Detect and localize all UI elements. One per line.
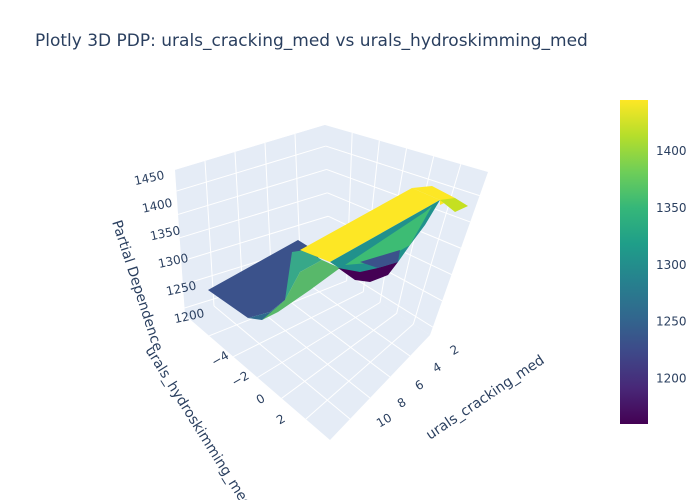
- axis-tick-label: −2: [229, 368, 251, 389]
- colorbar-tick-label: 1400: [656, 144, 687, 158]
- grid-line: [176, 145, 326, 192]
- grid-line: [305, 323, 414, 420]
- colorbar-tick-label: 1350: [656, 201, 687, 215]
- axis-tick-label: 6: [412, 377, 426, 393]
- surface-dip-rim: [360, 250, 400, 268]
- grid-line: [179, 192, 328, 239]
- grid-line: [177, 168, 327, 215]
- axis-tick-label: 1450: [133, 168, 166, 188]
- axis-tick-label: 1200: [173, 306, 206, 326]
- surface-low-plateau-shade: [248, 290, 300, 320]
- axis-tick-label: 1350: [149, 223, 182, 243]
- axis-tick-label: 4: [430, 360, 444, 376]
- colorbar-gradient: [620, 100, 648, 424]
- colorbar-tick-label: 1300: [656, 258, 687, 272]
- grid-line: [213, 305, 351, 420]
- chart-title: Plotly 3D PDP: urals_cracking_med vs ura…: [35, 31, 588, 51]
- x-axis-title: urals_cracking_med: [423, 352, 547, 443]
- colorbar: 1200 1250 1300 1350 1400: [620, 100, 687, 424]
- colorbar-ticks: 1200 1250 1300 1350 1400: [656, 144, 687, 385]
- grid-line: [412, 164, 462, 325]
- surface-right-edge: [440, 198, 468, 212]
- grid-line: [271, 287, 391, 378]
- axis-tick-label: 1400: [141, 196, 174, 216]
- grid-line: [325, 145, 480, 197]
- surface-high-plateau: [300, 188, 440, 262]
- axis-tick-label: 8: [395, 395, 409, 411]
- grid-line: [300, 278, 411, 357]
- colorbar-tick-label: 1200: [656, 372, 687, 386]
- grid-line: [281, 312, 397, 399]
- surface-dip: [338, 262, 398, 282]
- surface-front-slope-light: [345, 206, 432, 265]
- surface-step-rise: [285, 250, 322, 300]
- axis-tick-label: 0: [254, 391, 268, 407]
- y-axis-title: urals_hydroskimming_med: [142, 344, 255, 500]
- grid-line: [233, 291, 364, 358]
- surface-front-slope: [330, 200, 440, 275]
- axis-tick-label: 1250: [165, 278, 198, 298]
- grid-line: [204, 160, 215, 307]
- surface-step-face: [262, 260, 340, 320]
- axis-tick-label: 2: [448, 342, 462, 358]
- axis-tick-label: 2: [274, 411, 288, 427]
- grid-line: [257, 302, 381, 378]
- colorbar-tick-label: 1250: [656, 315, 687, 329]
- axis-tick-label: 1300: [157, 251, 190, 271]
- surface-mesh: [208, 186, 468, 320]
- axis-tick-label: 10: [374, 411, 394, 431]
- grid-line: [181, 215, 329, 262]
